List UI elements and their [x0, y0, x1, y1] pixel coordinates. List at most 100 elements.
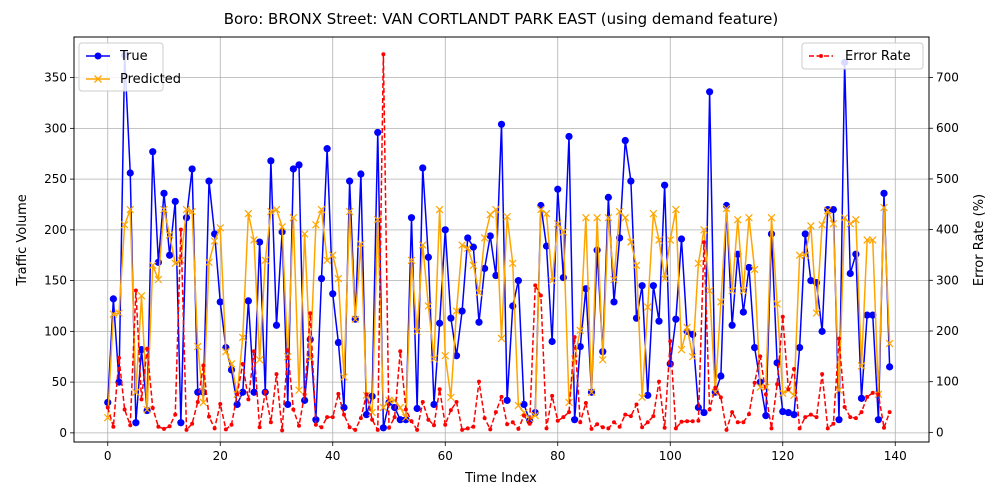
true-point	[790, 410, 798, 419]
error-rate-point	[477, 379, 481, 384]
predicted-point	[334, 274, 343, 283]
true-point	[407, 214, 416, 222]
left-y-axis-ticks: 0 50 100 150 200 250 300 350	[44, 71, 74, 440]
predicted-point	[705, 286, 714, 295]
predicted-point	[812, 309, 821, 317]
true-point	[317, 274, 326, 283]
predicted-point	[559, 228, 568, 236]
true-point	[863, 311, 871, 319]
left-y-tick-label: 150	[44, 274, 67, 288]
legend-error-marker	[819, 54, 823, 58]
true-point	[424, 253, 432, 261]
error-rate-point	[420, 399, 425, 404]
true-point	[880, 189, 888, 197]
error-rate-point	[257, 425, 262, 430]
predicted-point	[733, 215, 742, 224]
true-point	[661, 181, 669, 189]
error-rate-point	[150, 406, 155, 411]
error-rate-point	[533, 283, 538, 288]
error-rate-point	[803, 415, 808, 420]
right-y-tick-label: 700	[936, 71, 959, 85]
error-rate-point	[786, 387, 791, 392]
true-point	[739, 308, 747, 316]
left-y-tick-label: 300	[44, 121, 67, 135]
error-rate-point	[612, 420, 616, 425]
error-rate-point	[567, 410, 571, 415]
predicted-point	[199, 398, 208, 407]
predicted-point	[767, 213, 776, 222]
error-rate-point	[859, 410, 864, 415]
error-rate-point	[173, 412, 178, 417]
legend-error-label: Error Rate	[845, 49, 911, 64]
error-rate-point	[780, 314, 785, 319]
error-rate-point	[347, 425, 352, 430]
right-y-tick-label: 300	[936, 273, 959, 287]
predicted-point	[604, 213, 613, 222]
error-rate-point	[387, 425, 391, 430]
error-rate-point	[364, 392, 369, 397]
predicted-point	[120, 220, 129, 229]
true-point	[149, 148, 157, 156]
true-series	[104, 51, 894, 432]
true-point	[857, 394, 866, 402]
true-point	[829, 205, 837, 214]
true-point	[402, 416, 410, 424]
true-point	[694, 403, 702, 412]
predicted-point	[278, 222, 286, 231]
true-point	[171, 197, 179, 206]
true-point	[109, 295, 117, 303]
predicted-point	[143, 405, 151, 414]
predicted-point	[863, 236, 871, 244]
predicted-point	[672, 205, 680, 214]
plot-frame	[73, 36, 930, 443]
true-point	[886, 363, 894, 371]
true-point	[346, 177, 354, 185]
series-layer	[103, 51, 894, 433]
error-rate-point	[887, 410, 892, 415]
predicted-point	[818, 220, 826, 229]
right-y-tick-label: 600	[936, 121, 959, 135]
predicted-point	[115, 309, 123, 317]
error-rate-point	[448, 408, 453, 413]
x-axis-label: Time Index	[464, 471, 537, 486]
predicted-point	[295, 386, 303, 395]
error-rate-point	[443, 422, 448, 427]
predicted-point	[154, 275, 163, 284]
true-point	[689, 330, 697, 339]
predicted-point	[846, 219, 855, 228]
true-point	[666, 360, 674, 368]
predicted-point	[435, 205, 444, 214]
error-rate-point	[409, 419, 414, 424]
error-rate-point	[848, 415, 853, 420]
true-point	[542, 242, 551, 250]
predicted-point	[756, 383, 765, 392]
right-y-axis-ticks: 0 100 200 300 400 500 600 700	[929, 71, 959, 439]
error-rate-point	[758, 354, 763, 359]
error-rate-point	[325, 415, 330, 420]
predicted-point	[328, 251, 337, 260]
predicted-point	[244, 209, 253, 218]
error-rate-point	[561, 415, 566, 420]
error-rate-point	[370, 417, 375, 422]
error-rate-point	[572, 335, 577, 340]
predicted-point	[210, 237, 219, 245]
error-rate-point	[713, 385, 718, 390]
predicted-point	[885, 339, 894, 348]
predicted-point	[312, 220, 320, 229]
error-rate-point	[769, 426, 774, 431]
error-rate-point	[673, 426, 678, 431]
predicted-point	[171, 259, 180, 268]
true-point	[177, 419, 185, 427]
predicted-point	[418, 241, 427, 249]
predicted-point	[413, 327, 421, 336]
predicted-point	[126, 205, 135, 214]
error-rate-point	[403, 407, 408, 412]
predicted-point	[469, 261, 478, 270]
error-rate-point	[297, 423, 301, 428]
error-rate-point	[274, 372, 279, 377]
predicted-point	[261, 256, 270, 265]
predicted-point	[655, 236, 663, 244]
error-rate-point	[398, 349, 403, 354]
predicted-point	[188, 207, 196, 216]
true-point	[244, 297, 252, 305]
